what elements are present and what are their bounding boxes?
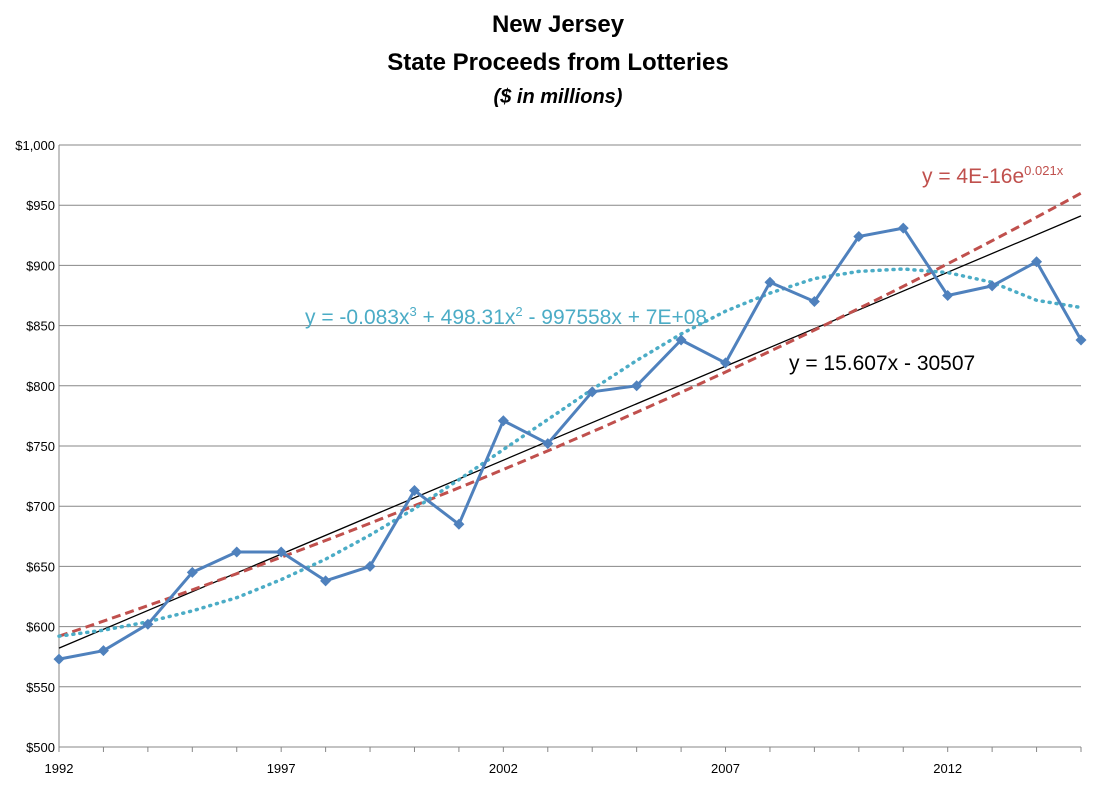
- x-axis-tick-labels: 1992 1997 2002 2007 2012: [45, 761, 963, 776]
- data-point: [497, 415, 509, 427]
- data-point: [853, 231, 865, 243]
- data-point: [231, 546, 243, 558]
- y-tick-label: $500: [26, 740, 55, 755]
- data-point: [675, 334, 687, 346]
- data-point: [1031, 256, 1043, 268]
- data-point: [408, 485, 420, 497]
- y-tick-label: $800: [26, 379, 55, 394]
- y-tick-label: $1,000: [15, 138, 55, 153]
- data-point: [631, 380, 643, 392]
- polynomial-trendline-equation: y = -0.083x3 + 498.31x2 - 997558x + 7E+0…: [305, 304, 707, 329]
- trendlines: [57, 191, 1083, 649]
- y-tick-label: $650: [26, 559, 55, 574]
- data-point: [897, 222, 909, 234]
- x-tick-label: 1997: [267, 761, 296, 776]
- data-point: [808, 296, 820, 308]
- y-tick-label: $950: [26, 198, 55, 213]
- x-tick-label: 2007: [711, 761, 740, 776]
- y-tick-label: $850: [26, 319, 55, 334]
- data-point: [453, 518, 465, 530]
- data-point: [986, 280, 998, 292]
- data-point: [364, 560, 376, 572]
- data-point: [542, 438, 554, 450]
- exponential-trendline: [58, 191, 1082, 638]
- chart-title-line-1: New Jersey: [492, 11, 625, 38]
- y-tick-label: $600: [26, 620, 55, 635]
- chart-title-line-2: State Proceeds from Lotteries: [387, 49, 728, 76]
- x-tick-label: 2012: [933, 761, 962, 776]
- data-point: [186, 566, 198, 578]
- data-point: [275, 546, 287, 558]
- series-line: [58, 226, 1083, 661]
- y-tick-label: $750: [26, 439, 55, 454]
- y-tick-label: $550: [26, 680, 55, 695]
- data-point: [142, 618, 154, 630]
- data-point: [586, 386, 598, 398]
- gridlines: [59, 144, 1081, 688]
- x-tick-label: 1992: [45, 761, 74, 776]
- data-point: [320, 575, 332, 587]
- data-point: [942, 290, 954, 301]
- data-series: [53, 222, 1087, 665]
- data-point: [720, 357, 732, 369]
- data-point: [764, 276, 776, 288]
- chart-subtitle: ($ in millions): [494, 86, 623, 108]
- polynomial-trendline: [57, 267, 1083, 638]
- y-tick-label: $900: [26, 258, 55, 273]
- x-tick-label: 2002: [489, 761, 518, 776]
- linear-trendline: [58, 215, 1082, 649]
- data-point: [1075, 334, 1087, 346]
- y-axis-tick-labels: $500 $550 $600 $650 $700 $750 $800 $850 $900 $950…: [15, 138, 55, 755]
- linear-trendline-equation: y = 15.607x - 30507: [789, 352, 975, 375]
- data-point: [97, 645, 109, 657]
- data-point: [53, 653, 65, 665]
- y-tick-label: $700: [26, 499, 55, 514]
- exponential-trendline-equation: y = 4E-16e0.021x: [922, 163, 1064, 188]
- axes: [58, 145, 1082, 752]
